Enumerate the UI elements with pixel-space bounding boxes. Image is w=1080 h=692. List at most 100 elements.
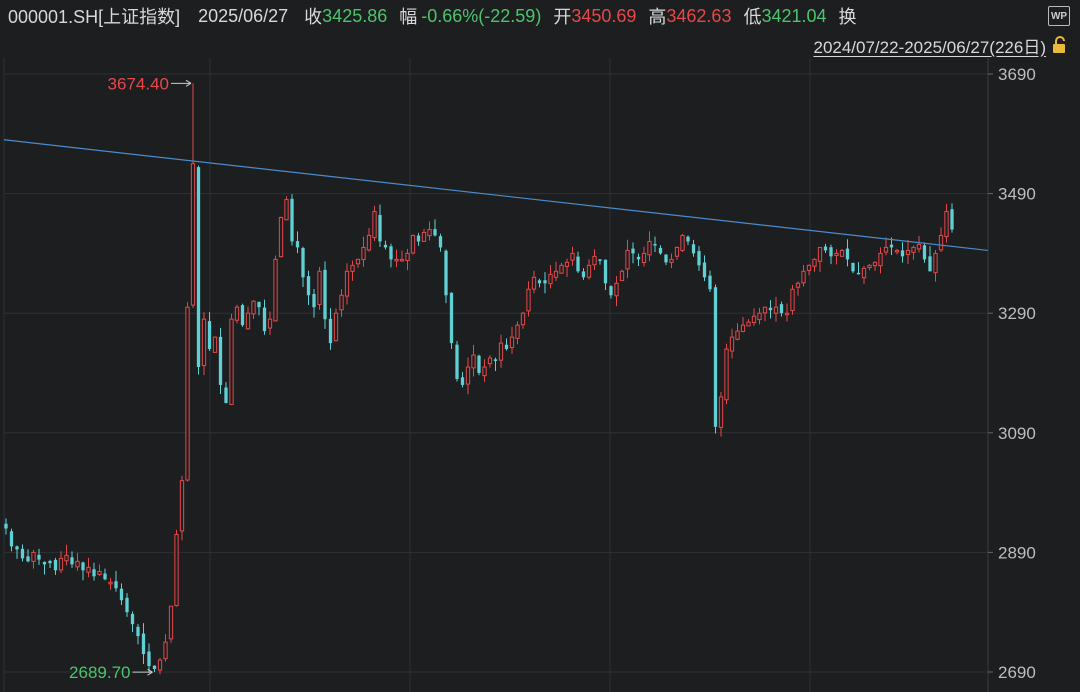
candle-body-down	[493, 359, 498, 362]
y-tick-label: 2690	[998, 663, 1036, 682]
candle-body-up	[234, 306, 240, 321]
candle-body-up	[625, 249, 630, 270]
candle-body-up	[421, 231, 427, 242]
candle-body-down	[631, 248, 635, 254]
candle-body-down	[598, 259, 602, 261]
candle-body-up	[251, 300, 256, 315]
candle-body-up	[641, 252, 647, 264]
candle-body-down	[950, 209, 954, 230]
candle-body-up	[339, 294, 344, 311]
date-range-bar: 2024/07/22-2025/06/27(226日)	[0, 32, 1080, 58]
candle-body-down	[262, 307, 267, 332]
candle-body-down	[708, 275, 712, 290]
candle-body-down	[81, 562, 85, 571]
candle-body-down	[147, 651, 151, 667]
candle-body-up	[938, 234, 944, 251]
candle-body-up	[751, 315, 757, 324]
max-price-label: 3674.40	[108, 74, 169, 93]
candle-body-up	[872, 261, 878, 267]
candle-body-down	[328, 318, 333, 344]
candle-body-down	[306, 276, 311, 296]
candle-body-up	[619, 270, 625, 282]
candle-body-up	[482, 366, 487, 377]
candle-body-down	[207, 321, 212, 350]
max-arrow-head	[185, 79, 192, 87]
candle-body-up	[526, 288, 531, 312]
candle-body-up	[867, 264, 872, 269]
candle-body-up	[933, 252, 938, 274]
candle-body-down	[9, 531, 14, 547]
candle-body-down	[42, 561, 47, 565]
candle-body-up	[894, 249, 900, 253]
candle-body-up	[740, 324, 746, 332]
candle-body-down	[603, 259, 608, 284]
candle-body-down	[130, 613, 135, 625]
candle-body-up	[883, 246, 889, 253]
candle-body-up	[861, 267, 867, 279]
candle-body-up	[592, 255, 597, 266]
candle-body-up	[410, 234, 416, 254]
candle-body-up	[531, 276, 537, 290]
candle-body-up	[350, 264, 355, 272]
candle-body-up	[553, 270, 559, 278]
candle-body-up	[806, 264, 812, 271]
lock-icon[interactable]	[1050, 35, 1070, 55]
date-range-selector[interactable]: 2024/07/22-2025/06/27(226日)	[813, 37, 1046, 57]
candle-body-down	[103, 573, 107, 580]
candle-body-down	[114, 581, 118, 589]
y-axis: 3690 3490 3290 3090 2890 2690	[988, 65, 1036, 682]
candle-body-down	[823, 246, 828, 251]
candle-body-up	[724, 348, 729, 401]
candle-body-up	[465, 366, 471, 385]
candle-body-up	[333, 312, 339, 342]
quote-header: 000001.SH[上证指数] 2025/06/27 收 3425.86 幅 -…	[0, 0, 1080, 32]
candle-body-down	[26, 556, 30, 562]
candle-body-up	[31, 551, 36, 562]
candle-body-down	[455, 344, 459, 379]
candle-body-down	[125, 597, 129, 613]
candle-body-down	[444, 250, 448, 296]
candle-body-up	[185, 306, 190, 481]
candle-body-down	[460, 377, 465, 385]
candle-body-up	[427, 228, 432, 237]
candle-body-down	[416, 235, 421, 242]
candle-body-up	[157, 659, 163, 671]
candle-body-up	[746, 321, 751, 327]
candle-body-up	[267, 318, 273, 329]
candle-body-up	[718, 396, 724, 428]
candles-layer	[4, 83, 954, 675]
candle-body-down	[768, 307, 773, 311]
candle-body-down	[92, 569, 96, 577]
candle-body-down	[581, 271, 586, 278]
turnover-label: 换	[838, 7, 857, 27]
wp-icon[interactable]: WP	[1048, 6, 1070, 26]
candle-body-down	[438, 236, 443, 248]
index-code[interactable]: 000001.SH[上证指数]	[8, 7, 181, 27]
annotations: 3674.40 2689.70	[69, 74, 192, 682]
candle-body-up	[586, 264, 592, 278]
candle-body-down	[653, 243, 657, 246]
candle-body-down	[691, 244, 696, 254]
candle-body-down	[576, 256, 580, 272]
candle-body-up	[878, 252, 883, 267]
candle-body-up	[944, 211, 949, 238]
trend-line-layer	[3, 139, 989, 252]
candle-body-down	[119, 588, 124, 601]
candle-body-up	[614, 282, 619, 297]
candle-body-down	[433, 229, 437, 236]
candle-body-down	[196, 167, 201, 368]
candle-body-down	[136, 626, 140, 637]
candle-body-down	[697, 251, 701, 266]
candle-body-down	[257, 301, 261, 308]
candle-body-down	[449, 292, 454, 344]
candle-body-up	[520, 312, 526, 326]
chart-svg[interactable]: 3690 3490 3290 3090 2890 2690 3674.40 2689.70	[0, 58, 1080, 692]
candle-body-down	[378, 214, 382, 242]
candle-body-up	[190, 163, 196, 306]
candle-body-down	[713, 287, 718, 427]
candlestick-chart[interactable]: 3690 3490 3290 3090 2890 2690 3674.40 2689.70	[0, 58, 1080, 692]
candle-body-up	[284, 199, 289, 221]
candle-body-up	[834, 252, 839, 256]
candle-body-down	[779, 304, 784, 314]
candle-body-up	[278, 217, 284, 258]
